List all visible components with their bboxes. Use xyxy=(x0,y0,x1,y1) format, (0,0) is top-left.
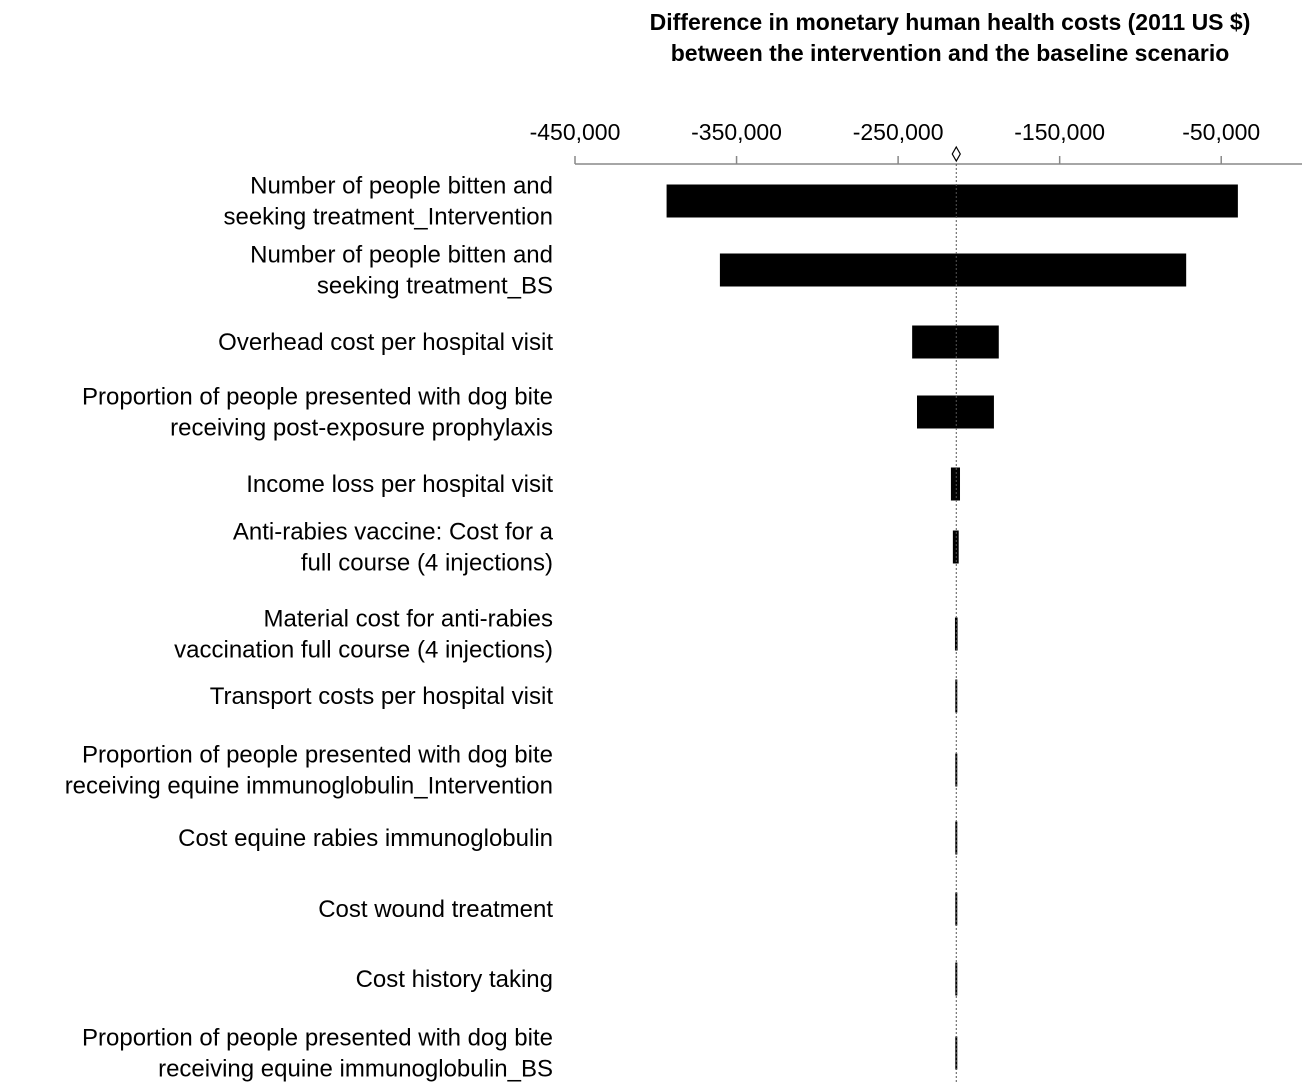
category-label: Cost equine rabies immunoglobulin xyxy=(178,825,553,852)
tornado-bar xyxy=(666,184,1238,218)
category-label: Proportion of people presented with dog … xyxy=(82,384,553,411)
tornado-bar xyxy=(955,962,958,996)
category-label: Anti-rabies vaccine: Cost for a xyxy=(233,519,554,546)
category-label: Proportion of people presented with dog … xyxy=(82,1025,553,1052)
chart-title-line-2: between the intervention and the baselin… xyxy=(671,40,1230,66)
x-tick-label: -250,000 xyxy=(853,119,944,145)
x-tick-label: -50,000 xyxy=(1182,119,1260,145)
category-label: Income loss per hospital visit xyxy=(246,471,553,498)
tornado-bar xyxy=(719,253,1187,287)
x-tick-label: -150,000 xyxy=(1014,119,1105,145)
tornado-bar xyxy=(916,395,994,429)
category-label: Material cost for anti-rabies xyxy=(264,606,553,633)
category-label: Number of people bitten and xyxy=(250,242,553,269)
category-label: Cost history taking xyxy=(356,966,553,993)
bars xyxy=(666,184,1238,1070)
category-label: Overhead cost per hospital visit xyxy=(218,329,553,356)
category-label: seeking treatment_Intervention xyxy=(223,204,553,231)
category-label: seeking treatment_BS xyxy=(317,273,553,300)
tornado-bar xyxy=(952,530,959,564)
category-labels: Number of people bitten and seeking treat… xyxy=(65,173,554,1083)
category-label: Transport costs per hospital visit xyxy=(210,683,554,710)
x-tick-label: -350,000 xyxy=(691,119,782,145)
tornado-bar xyxy=(950,467,961,501)
category-label: full course (4 injections) xyxy=(301,550,553,577)
category-label: receiving equine immunoglobulin_BS xyxy=(158,1056,553,1083)
baseline xyxy=(951,145,961,1083)
category-label: Cost wound treatment xyxy=(318,896,553,923)
category-label: vaccination full course (4 injections) xyxy=(174,637,553,664)
category-label: receiving equine immunoglobulin_Interven… xyxy=(65,773,553,800)
chart-title-line-1: Difference in monetary human health cost… xyxy=(650,9,1251,35)
tornado-bar xyxy=(912,325,999,359)
category-label: receiving post-exposure prophylaxis xyxy=(170,415,553,442)
x-tick-label: -450,000 xyxy=(530,119,621,145)
category-label: Number of people bitten and xyxy=(250,173,553,200)
x-axis: -450,000 -350,000 -250,000 -150,000 -50,000 xyxy=(530,119,1302,165)
baseline-diamond-marker xyxy=(951,145,961,163)
category-label: Proportion of people presented with dog … xyxy=(82,742,553,769)
